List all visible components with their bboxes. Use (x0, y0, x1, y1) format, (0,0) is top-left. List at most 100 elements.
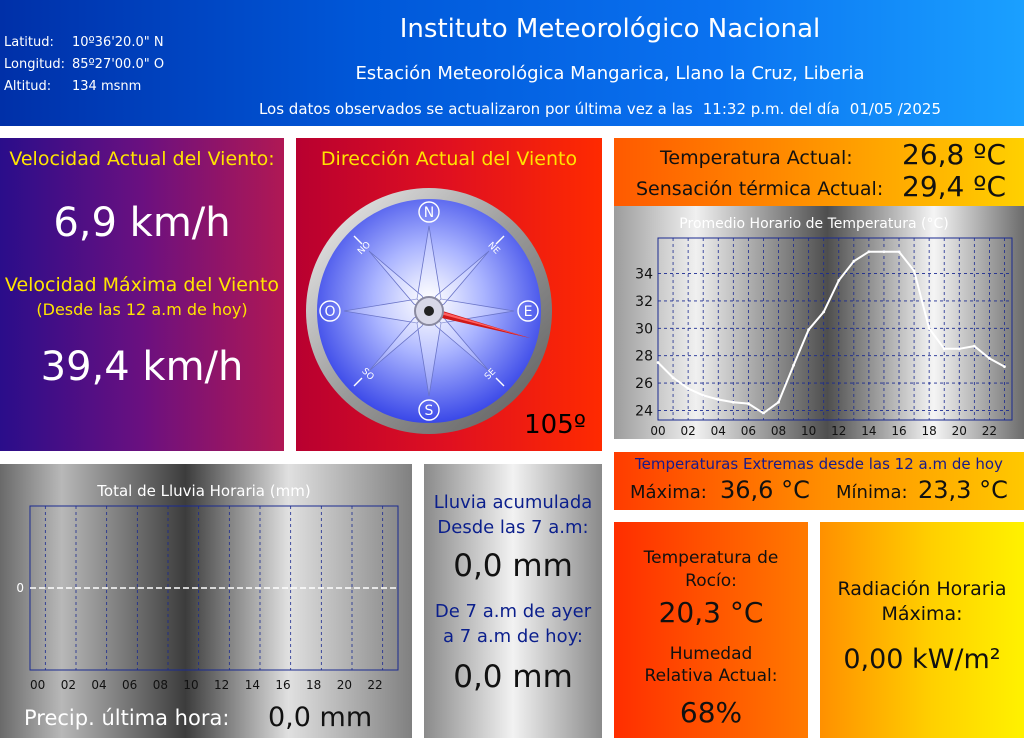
longitude-label: Longitud: (4, 57, 66, 72)
rain-x-tick: 06 (122, 678, 137, 692)
max-wind-label: Velocidad Máxima del Viento (4, 274, 280, 296)
temperature-data-point (792, 363, 795, 367)
temperature-data-point (656, 361, 660, 364)
compass-rose: N S E O NO NE SO SE (306, 188, 552, 434)
rain-x-tick: 02 (61, 678, 76, 692)
temperature-data-point (972, 344, 976, 348)
current-wind-label: Velocidad Actual del Viento: (9, 148, 275, 170)
compass-e-label: E (524, 304, 533, 320)
station-name: Estación Meteorológica Mangarica, Llano … (355, 63, 865, 84)
rain-x-tick: 10 (183, 678, 198, 692)
accum-rain-value: 0,0 mm (453, 548, 573, 584)
temperature-data-point (912, 269, 916, 273)
last-hour-precip-value: 0,0 mm (268, 702, 373, 733)
rain-y-tick: 0 (16, 581, 24, 595)
temperature-data-point (988, 357, 991, 360)
wind-direction-label: Dirección Actual del Viento (320, 148, 578, 170)
wind-direction-needle (427, 307, 531, 339)
temperature-x-tick: 22 (982, 424, 997, 438)
temperature-x-tick: 08 (771, 424, 786, 438)
max-temp-label: Máxima: (630, 482, 707, 503)
last-update-text: Los datos observados se actualizaron por… (258, 100, 693, 118)
feels-like-value: 29,4 ºC (902, 170, 1006, 203)
latitude-label: Latitud: (4, 35, 54, 50)
temperature-x-tick: 06 (741, 424, 756, 438)
temperature-x-tick: 16 (891, 424, 906, 438)
feels-like-label: Sensación térmica Actual: (636, 178, 884, 200)
altitude-value: 134 msnm (72, 79, 142, 94)
wind-direction-panel: Dirección Actual del Viento (296, 138, 602, 451)
altitude-label: Altitud: (4, 79, 52, 94)
longitude-value: 85º27'00.0" O (72, 57, 165, 72)
max-wind-sublabel: (Desde las 12 a.m de hoy) (36, 300, 248, 319)
temperature-panel: Temperatura Actual: 26,8 ºC Sensación té… (614, 138, 1024, 206)
max-temp-value: 36,6 °C (720, 476, 810, 504)
max-wind-value: 39,4 km/h (40, 344, 244, 390)
rain-x-tick: 16 (275, 678, 290, 692)
rain-x-tick: 14 (245, 678, 260, 692)
rain-x-tick: 00 (30, 678, 45, 692)
humidity-label-1: Humedad (669, 644, 753, 664)
rain-chart-panel: Total de Lluvia Horaria (mm) 00 02 04 06 08 1… (0, 464, 412, 738)
extremes-label: Temperaturas Extremas desde las 12 a.m d… (635, 455, 1003, 473)
dew-humidity-panel: Temperatura de Rocío: 20,3 °C Humedad Re… (614, 522, 808, 738)
last-hour-precip-label: Precip. última hora: (24, 706, 230, 730)
temperature-data-point (837, 279, 841, 282)
radiation-panel: Radiación Horaria Máxima: 0,00 kW/m² (820, 522, 1024, 738)
rain-chart-title: Total de Lluvia Horaria (mm) (96, 482, 310, 500)
humidity-label-2: Relativa Actual: (644, 666, 778, 686)
temperature-y-tick: 26 (635, 376, 653, 392)
temperature-data-point (807, 328, 811, 332)
temperature-chart: Promedio Horario de Temperatura (°C) 24 2… (635, 216, 1013, 438)
latitude-value: 10º36'20.0" N (72, 35, 164, 50)
temperature-chart-title: Promedio Horario de Temperatura (°C) (679, 216, 948, 232)
temperature-y-tick: 34 (635, 267, 653, 283)
temperature-y-tick: 24 (635, 403, 653, 419)
radiation-label-1: Radiación Horaria (837, 578, 1007, 600)
current-temp-label: Temperatura Actual: (660, 147, 853, 169)
rain-x-tick: 18 (306, 678, 321, 692)
min-temp-label: Mínima: (836, 482, 908, 503)
current-wind-value: 6,9 km/h (53, 200, 231, 246)
temperature-data-point (822, 310, 826, 314)
temperature-plot-frame (657, 237, 1013, 421)
rain-chart: Total de Lluvia Horaria (mm) 00 02 04 06 08 1… (16, 482, 399, 692)
rain-x-tick: 12 (214, 678, 229, 692)
temperature-data-point (731, 400, 735, 404)
temperature-x-tick: 20 (952, 424, 967, 438)
temperature-x-tick: 00 (650, 424, 665, 438)
north-marker (418, 201, 440, 223)
rain-x-tick: 22 (367, 678, 382, 692)
temperature-x-tick: 04 (711, 424, 726, 438)
temperature-data-point (716, 398, 720, 401)
compass-pin (424, 306, 434, 316)
yesterday-rain-label-2: a 7 a.m de hoy: (443, 626, 583, 647)
radiation-value: 0,00 kW/m² (843, 644, 1001, 675)
current-temp-value: 26,8 ºC (902, 138, 1006, 171)
last-update-day-label: del día (789, 100, 840, 118)
temperature-extremes-panel: Temperaturas Extremas desde las 12 a.m d… (614, 452, 1024, 510)
west-marker (319, 300, 341, 322)
accum-rain-label-1: Lluvia acumulada (433, 492, 593, 513)
temperature-data-point (942, 347, 946, 351)
temperature-data-point (671, 376, 675, 379)
temperature-x-tick: 18 (922, 424, 937, 438)
wind-speed-panel: Velocidad Actual del Viento: 6,9 km/h Ve… (0, 138, 284, 451)
dew-point-label-2: Rocío: (685, 571, 737, 591)
east-marker (517, 300, 539, 322)
yesterday-rain-value: 0,0 mm (453, 659, 573, 695)
temperature-data-point (1003, 365, 1006, 369)
temperature-y-tick: 30 (635, 321, 653, 337)
temperature-x-tick: 10 (801, 424, 816, 438)
temperature-data-point (957, 347, 961, 351)
humidity-value: 68% (679, 696, 743, 729)
temperature-data-point (927, 326, 931, 330)
compass-s-label: S (425, 403, 434, 419)
page-title: Instituto Meteorológico Nacional (399, 14, 821, 44)
temperature-series-line (657, 250, 1005, 415)
min-temp-value: 23,3 °C (918, 476, 1008, 504)
rain-x-tick: 08 (153, 678, 168, 692)
temperature-data-point (852, 259, 856, 263)
temperature-data-point (867, 250, 871, 254)
rain-x-tick: 20 (337, 678, 352, 692)
